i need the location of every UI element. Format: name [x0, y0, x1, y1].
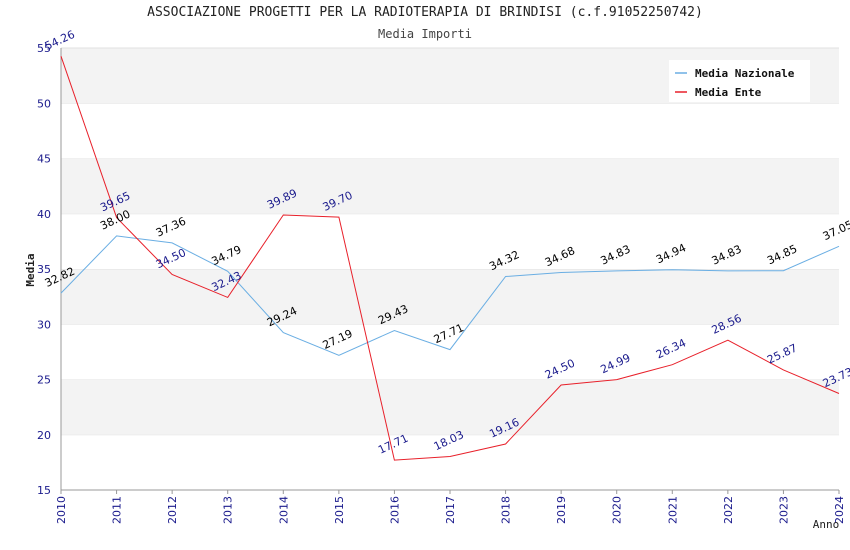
legend-label: Media Ente	[695, 86, 762, 99]
x-tick-label: 2013	[222, 496, 235, 524]
legend-label: Media Nazionale	[695, 67, 795, 80]
x-tick-label: 2022	[722, 496, 735, 524]
series-lines	[60, 56, 840, 461]
x-tick-label: 2020	[611, 496, 624, 524]
x-tick-label: 2012	[166, 496, 179, 524]
x-tick-label: 2024	[833, 496, 846, 524]
y-tick-label: 45	[37, 153, 51, 166]
grid-bands	[61, 47, 839, 490]
grid-band	[61, 158, 839, 214]
y-tick-label: 35	[37, 263, 51, 276]
grid-band	[61, 269, 839, 325]
grid-band	[61, 379, 839, 435]
x-tick-label: 2015	[333, 496, 346, 524]
series-line-media-nazionale	[60, 235, 840, 356]
y-tick-label: 55	[37, 42, 51, 55]
y-tick-label: 25	[37, 374, 51, 387]
y-tick-labels: 15 20 25 30 35 40 45 50 55	[37, 42, 51, 497]
x-tick-label: 2023	[777, 496, 790, 524]
chart-title: ASSOCIAZIONE PROGETTI PER LA RADIOTERAPI…	[147, 5, 703, 20]
y-tick-label: 40	[37, 208, 51, 221]
grid-band	[61, 434, 839, 490]
legend-box	[669, 60, 810, 102]
y-tick-label: 20	[37, 429, 51, 442]
chart-subtitle: Media Importi	[378, 27, 472, 41]
x-tick-label: 2018	[500, 496, 513, 524]
x-tick-label: 2011	[111, 496, 124, 524]
x-tick-label: 2017	[444, 496, 457, 524]
grid-band	[61, 324, 839, 380]
x-tick-label: 2016	[388, 496, 401, 524]
y-axis-label: Media	[24, 253, 37, 286]
x-tick-labels: 2010 2011 2012 2013 2014 2015 2016 2017 2018 2019…	[55, 490, 846, 524]
y-tick-label: 15	[37, 484, 51, 497]
grid-band	[61, 103, 839, 159]
series-line-media-ente	[60, 56, 840, 461]
x-tick-label: 2021	[666, 496, 679, 524]
grid-band	[61, 213, 839, 269]
x-tick-label: 2010	[55, 496, 68, 524]
legend: Media Nazionale Media Ente	[669, 60, 810, 102]
x-tick-label: 2014	[277, 496, 290, 524]
x-tick-label: 2019	[555, 496, 568, 524]
x-axis-label: Anno	[813, 518, 840, 531]
y-tick-label: 30	[37, 318, 51, 331]
y-tick-label: 50	[37, 97, 51, 110]
